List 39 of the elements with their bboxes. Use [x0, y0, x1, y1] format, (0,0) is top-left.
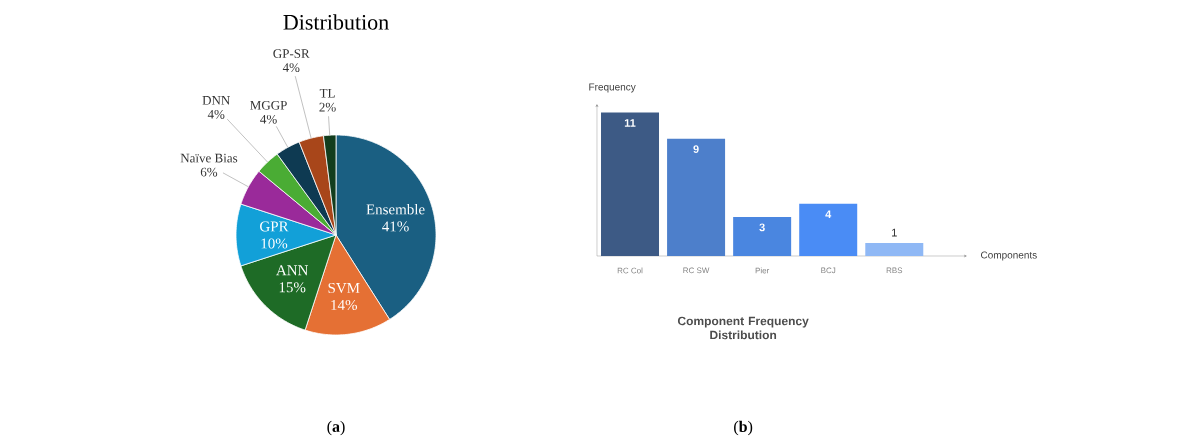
- slice-label: Ensemble: [366, 203, 425, 215]
- data-label: 1: [892, 228, 897, 237]
- slice-label: ANN: [276, 265, 309, 276]
- data-label: 15%: [279, 282, 306, 293]
- x-axis-title: Components: [981, 251, 1037, 261]
- text: (a): [327, 420, 345, 436]
- data-label: 4%: [260, 114, 277, 124]
- bar: [601, 112, 660, 256]
- text: (b): [734, 420, 753, 436]
- slice-label: GPR: [260, 221, 289, 232]
- data-label: 2%: [319, 102, 336, 112]
- data-label: 3: [759, 223, 765, 232]
- slice-label: SVM: [328, 282, 360, 294]
- y-axis-title: Frequency: [589, 83, 636, 93]
- x-tick-label: BCJ: [821, 267, 836, 274]
- data-label: 41%: [382, 221, 409, 232]
- text: Component Frequency Distribution: [677, 316, 809, 340]
- x-tick-label: RBS: [886, 267, 903, 274]
- data-label: 4%: [207, 109, 225, 119]
- x-tick-label: Pier: [755, 267, 770, 274]
- data-label: 14%: [331, 299, 358, 311]
- data-label: 4: [825, 210, 832, 218]
- bar: [799, 203, 858, 256]
- data-label: 4%: [282, 63, 300, 73]
- data-label: 11: [624, 119, 636, 127]
- slice-label: Naïve Bias: [180, 153, 238, 163]
- data-label: 9: [693, 145, 699, 153]
- bar: [667, 138, 726, 256]
- slice-label: MGGP: [250, 100, 287, 110]
- data-label: 6%: [200, 167, 218, 177]
- x-tick-label: RC SW: [683, 267, 710, 274]
- chart-title: Distribution: [283, 14, 389, 30]
- bar: [733, 216, 792, 256]
- bar: [865, 242, 924, 256]
- x-tick-label: RC Col: [617, 267, 643, 274]
- slice-label: DNN: [202, 96, 230, 105]
- data-label: 10%: [261, 238, 288, 249]
- slice-label: GP-SR: [273, 49, 310, 58]
- slice-label: TL: [319, 88, 335, 98]
